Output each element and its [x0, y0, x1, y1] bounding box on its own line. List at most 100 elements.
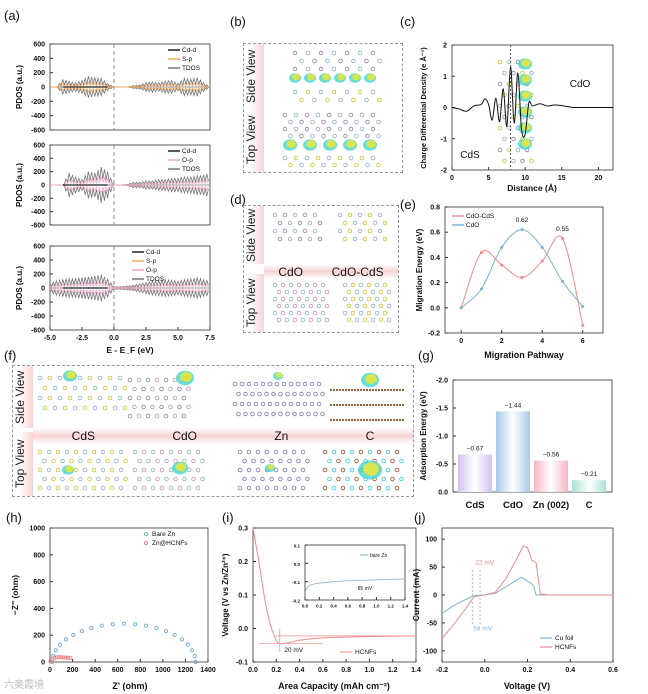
cdo-atom	[344, 66, 350, 72]
y-tick-label: 400	[33, 258, 45, 265]
data-point	[560, 279, 564, 283]
cdo-atom	[331, 50, 337, 56]
charge-density-blob	[365, 374, 377, 384]
cdo-atom	[305, 66, 311, 72]
cdo-atom	[191, 476, 196, 482]
zn-atom	[267, 401, 273, 407]
cds-atom	[37, 395, 43, 401]
x-axis-title: Area Capacity (mAh cm⁻²)	[278, 681, 390, 691]
y-tick-label: 0.0	[294, 562, 301, 567]
cdo-cds-atom	[386, 303, 392, 309]
cdo-atom	[137, 458, 142, 464]
legend-entry: Cd-d	[182, 47, 196, 54]
y-tick-label: -0.2	[428, 331, 440, 338]
y-tick-label: -1	[441, 136, 447, 143]
zn-atom	[278, 476, 283, 482]
cdo-cds-atom	[382, 220, 388, 226]
cdo-atom	[321, 119, 326, 125]
y-tick-label: 0.4	[430, 255, 440, 262]
y-tick-label: 0.3	[238, 526, 248, 533]
x-tick-label: 15	[558, 175, 566, 182]
zn-atom	[320, 391, 325, 397]
partial-dos-down	[50, 86, 209, 93]
cdo-atom	[318, 50, 324, 56]
label-zn: Zn	[274, 429, 289, 443]
interface-atom	[515, 103, 521, 109]
cds-atom	[370, 89, 376, 95]
graphene-atom	[345, 458, 350, 464]
zn-atom	[300, 467, 306, 473]
label-cdo: CdO	[172, 429, 197, 443]
y-tick-label: -200	[31, 300, 45, 307]
cdo-atom	[359, 112, 365, 118]
cdo-atom	[315, 126, 321, 132]
interface-atom	[497, 81, 503, 87]
cdo-atom	[163, 395, 169, 401]
cdo-cds-atom	[358, 282, 364, 288]
cdo-atom	[326, 112, 332, 118]
charge-density-blob	[521, 107, 531, 115]
cds-atom	[107, 375, 113, 381]
cds-atom	[42, 385, 48, 391]
cdo-atom	[312, 296, 318, 302]
cdo-cds-atom	[362, 289, 368, 295]
label-cdo: CdO	[570, 79, 591, 90]
cdo-atom	[282, 212, 288, 218]
zn-atom	[269, 476, 274, 482]
cdo-atom	[272, 228, 278, 234]
cdo-atom	[276, 303, 282, 309]
panel-label-h: (h)	[6, 510, 22, 525]
x-tick-label: 4	[540, 338, 544, 345]
cdo-cds-atom	[346, 317, 352, 323]
cdo-atom	[186, 485, 192, 491]
y-tick-label: -400	[31, 209, 45, 216]
graphene-atom	[327, 476, 332, 482]
x-tick-label: 7.5	[205, 335, 215, 342]
charge-density-blob	[521, 139, 531, 147]
zn-atom	[250, 411, 255, 417]
y-tick-label: -0.5	[436, 462, 448, 469]
cdo-atom	[343, 133, 348, 139]
y-tick-label: 0	[443, 105, 447, 112]
cdo-atom	[315, 112, 321, 118]
charge-density-blob	[292, 73, 300, 81]
cdo-atom	[351, 58, 356, 64]
cds-atom	[325, 97, 330, 103]
structure-b: Side View Top View	[243, 43, 403, 173]
cdo-cds-atom	[342, 282, 348, 288]
x-tick-label: 1400	[200, 667, 216, 674]
label-cds: CdS	[460, 150, 480, 161]
cdo-atom	[305, 50, 311, 56]
interface-atom	[529, 158, 534, 164]
zn-atom	[306, 391, 311, 397]
x-tick-label: 2.5	[141, 335, 151, 342]
cdo-atom	[357, 66, 363, 72]
cds-atom	[82, 467, 88, 473]
interface-atom	[497, 59, 503, 65]
cdo-cds-atom	[357, 212, 363, 218]
data-point-barezn	[189, 648, 195, 653]
panel-label-d: (d)	[230, 192, 246, 207]
cds-atom	[51, 458, 56, 464]
y-tick-label: 800	[33, 552, 45, 559]
zn-atom	[291, 449, 297, 455]
zn-atom	[305, 458, 310, 464]
y-axis-title: PDOS (a.u.)	[15, 163, 24, 207]
cdo-atom	[300, 289, 306, 295]
cds-atom	[109, 449, 115, 455]
zn-atom	[302, 381, 308, 387]
y-tick-label: 0.6	[430, 230, 440, 237]
y-tick-label: -100	[423, 648, 437, 655]
x-tick-label: 0.8	[341, 667, 351, 674]
cdo-atom	[159, 449, 165, 455]
y-tick-label: -600	[31, 328, 45, 335]
interface-atom	[502, 158, 507, 164]
cdo-atom	[177, 386, 182, 392]
x-tick-label: 0.0	[109, 335, 119, 342]
graphene-atom	[376, 449, 382, 455]
cds-atom	[96, 476, 101, 482]
cdo-atom	[299, 133, 304, 139]
interface-atom	[520, 70, 525, 76]
cdo-atom	[150, 467, 156, 473]
graphene-atom	[349, 485, 355, 491]
